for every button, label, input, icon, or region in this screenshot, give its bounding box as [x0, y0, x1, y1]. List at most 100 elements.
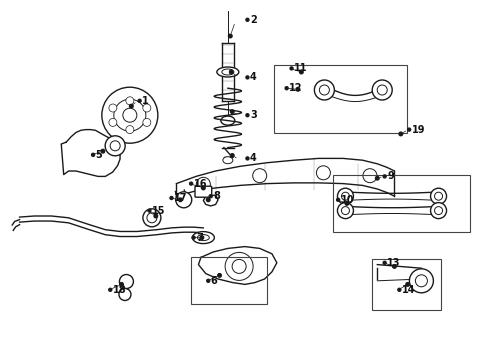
Text: 4: 4 [250, 153, 257, 163]
Circle shape [338, 188, 353, 204]
Text: 12: 12 [289, 83, 303, 93]
Circle shape [230, 110, 234, 113]
Circle shape [148, 209, 151, 212]
Circle shape [102, 87, 158, 143]
Circle shape [363, 169, 377, 183]
Circle shape [105, 136, 125, 156]
Circle shape [410, 269, 433, 293]
Circle shape [126, 97, 134, 105]
Circle shape [345, 202, 349, 205]
Circle shape [431, 203, 446, 219]
Circle shape [192, 236, 195, 239]
Text: 15: 15 [152, 206, 166, 216]
Circle shape [229, 70, 233, 74]
Text: 4: 4 [250, 72, 257, 82]
Circle shape [398, 288, 401, 291]
Circle shape [317, 166, 330, 180]
Circle shape [342, 192, 349, 200]
Text: 18: 18 [113, 285, 126, 295]
Ellipse shape [217, 67, 239, 77]
Circle shape [207, 279, 210, 282]
Circle shape [342, 207, 349, 215]
Circle shape [296, 87, 300, 91]
Circle shape [228, 34, 232, 38]
Bar [372, 259, 441, 310]
Text: 19: 19 [412, 125, 425, 135]
Circle shape [377, 85, 387, 95]
Ellipse shape [221, 116, 235, 125]
Circle shape [246, 157, 249, 160]
Bar [191, 257, 267, 304]
Text: 11: 11 [294, 63, 308, 73]
Circle shape [129, 104, 133, 108]
Circle shape [299, 70, 303, 74]
Circle shape [246, 76, 249, 79]
Circle shape [110, 141, 120, 151]
Circle shape [253, 169, 267, 183]
FancyBboxPatch shape [195, 186, 212, 197]
Circle shape [435, 207, 442, 215]
Circle shape [178, 198, 182, 202]
Text: 14: 14 [402, 285, 416, 295]
Circle shape [143, 209, 161, 227]
Text: 8: 8 [213, 191, 220, 201]
Text: 10: 10 [341, 195, 354, 205]
Circle shape [201, 186, 205, 190]
Text: 9: 9 [387, 171, 394, 181]
Circle shape [196, 177, 210, 191]
Circle shape [126, 126, 134, 134]
Circle shape [285, 87, 288, 90]
Circle shape [435, 192, 442, 200]
Text: 6: 6 [211, 276, 218, 286]
Circle shape [408, 128, 411, 131]
Circle shape [109, 118, 117, 126]
Circle shape [119, 288, 131, 301]
Text: 7: 7 [196, 233, 203, 243]
Circle shape [154, 214, 158, 218]
Text: 16: 16 [194, 179, 207, 189]
Circle shape [315, 80, 334, 100]
Text: 1: 1 [142, 96, 149, 106]
Ellipse shape [193, 231, 214, 244]
Circle shape [147, 213, 157, 223]
Circle shape [290, 67, 293, 70]
Circle shape [120, 283, 123, 286]
Circle shape [101, 149, 105, 153]
Circle shape [109, 288, 112, 291]
Circle shape [170, 197, 173, 199]
Circle shape [114, 99, 146, 131]
Circle shape [431, 188, 446, 204]
Circle shape [109, 104, 117, 112]
Ellipse shape [222, 69, 234, 75]
Circle shape [232, 260, 246, 273]
Circle shape [230, 154, 234, 157]
Circle shape [383, 261, 386, 264]
Ellipse shape [223, 157, 233, 164]
Circle shape [246, 114, 249, 117]
Circle shape [138, 99, 141, 102]
Circle shape [392, 265, 396, 268]
Circle shape [143, 104, 151, 112]
Circle shape [190, 182, 193, 185]
Text: 13: 13 [387, 258, 401, 268]
Circle shape [372, 80, 392, 100]
Circle shape [319, 85, 329, 95]
Bar [333, 175, 470, 232]
Circle shape [143, 118, 151, 126]
Text: 5: 5 [96, 150, 102, 160]
Text: 2: 2 [250, 15, 257, 25]
Text: 3: 3 [250, 110, 257, 120]
Text: 17: 17 [174, 193, 188, 203]
Circle shape [399, 132, 403, 136]
Circle shape [92, 153, 95, 156]
Circle shape [337, 198, 340, 201]
Circle shape [218, 274, 221, 277]
Circle shape [123, 108, 137, 122]
Circle shape [338, 203, 353, 219]
Circle shape [383, 175, 386, 178]
Circle shape [406, 283, 410, 286]
Circle shape [206, 198, 210, 202]
Circle shape [246, 18, 249, 21]
Circle shape [209, 195, 212, 198]
Circle shape [375, 176, 379, 180]
